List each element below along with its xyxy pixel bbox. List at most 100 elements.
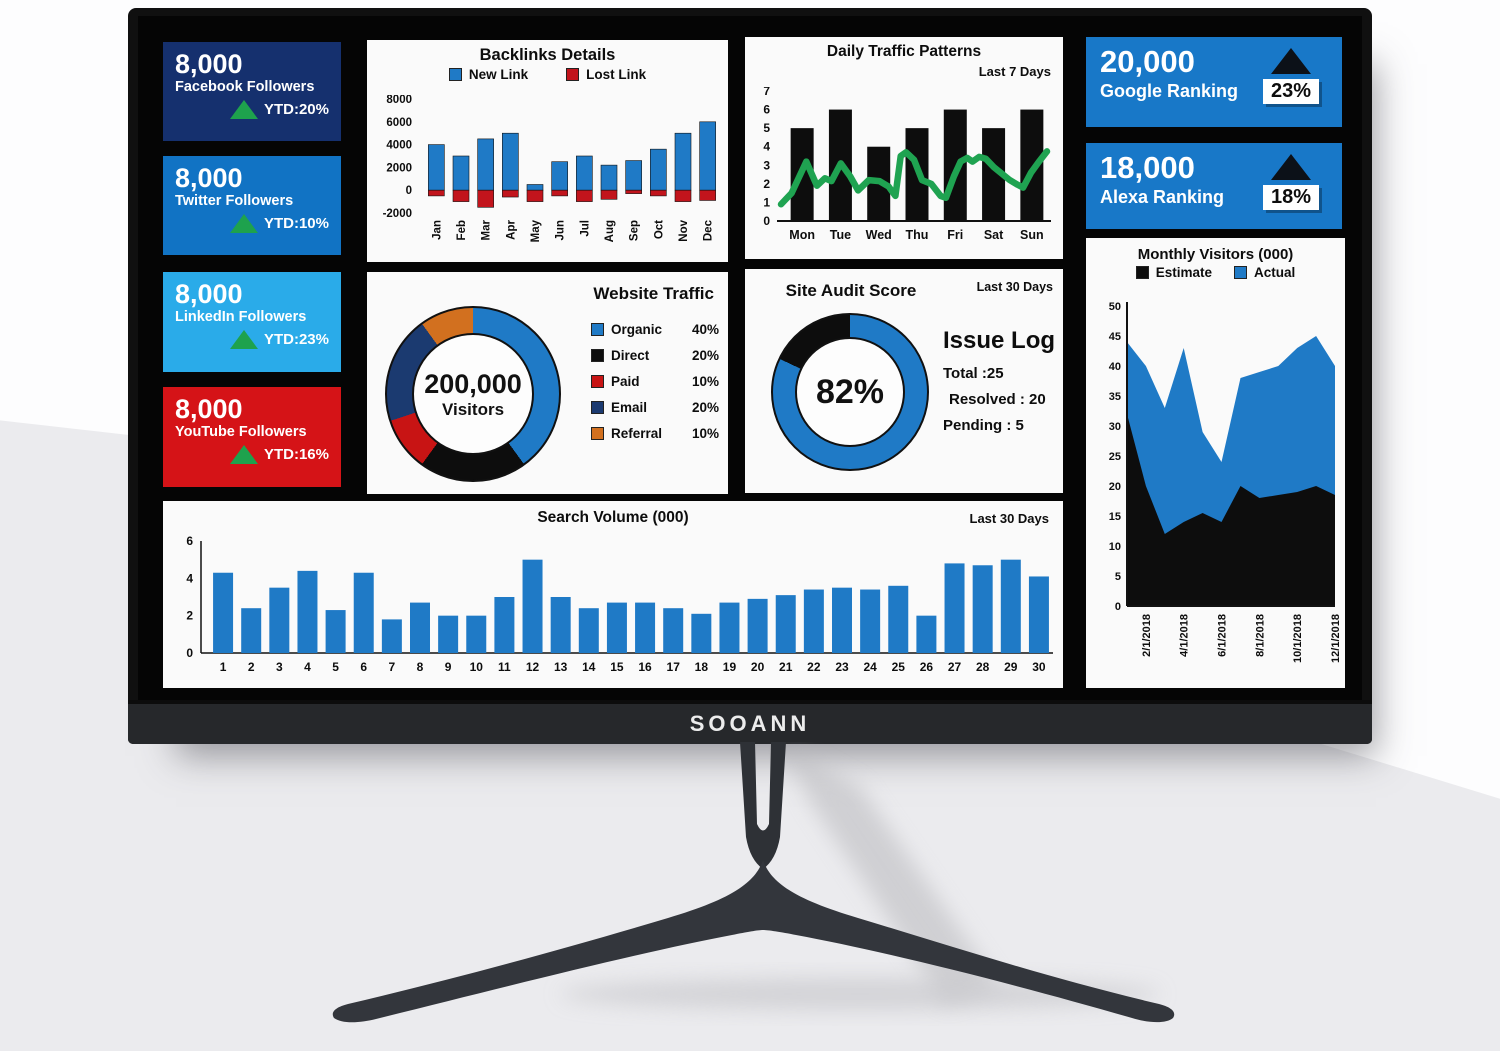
svg-text:10/1/2018: 10/1/2018 [1292,614,1304,663]
svg-text:5: 5 [763,121,770,135]
svg-text:2000: 2000 [386,162,412,174]
svg-text:29: 29 [1004,660,1018,674]
panel-subtitle: Last 30 Days [969,511,1050,526]
svg-text:6: 6 [763,103,770,117]
stand-shadow [786,747,1000,1004]
rank-percent: 18% [1262,185,1320,210]
rank-percent: 23% [1262,79,1320,104]
panel-website-traffic: Website Traffic 200,000 Visitors Organic… [367,272,728,494]
svg-text:5: 5 [332,660,339,674]
kpi-value: 8,000 [175,394,243,424]
svg-text:May: May [530,219,542,242]
svg-text:Mon: Mon [789,228,815,242]
site-audit-score: 82% [815,372,885,411]
svg-text:28: 28 [976,660,990,674]
kpi-card-twitter: 8,000 Twitter Followers YTD:10% [163,156,341,255]
svg-text:16: 16 [638,660,652,674]
kpi-card-youtube: 8,000 YouTube Followers YTD:16% [163,387,341,487]
svg-text:6: 6 [360,660,367,674]
panel-monthly-visitors: Monthly Visitors (000) Estimate Actual 0 5… [1086,238,1345,688]
svg-text:Feb: Feb [456,220,468,240]
svg-text:25: 25 [892,660,906,674]
svg-text:24: 24 [863,660,877,674]
site-audit-donut: 82% [771,313,929,471]
svg-text:7: 7 [389,660,396,674]
svg-text:6: 6 [186,534,193,548]
up-triangle-icon [1271,154,1311,180]
kpi-ytd: YTD:23% [263,331,329,349]
stand-neck [740,742,786,869]
panel-subtitle: Last 7 Days [978,64,1051,79]
svg-text:10: 10 [1109,541,1121,553]
svg-text:20: 20 [751,660,765,674]
svg-text:7: 7 [763,87,770,98]
monitor-bezel: SOOANN [128,700,1372,744]
rank-label: Google Ranking [1100,81,1239,102]
svg-text:23: 23 [835,660,849,674]
svg-text:45: 45 [1109,331,1121,343]
svg-text:12/1/2018: 12/1/2018 [1330,614,1341,663]
svg-text:0: 0 [1115,601,1121,613]
svg-text:30: 30 [1032,660,1046,674]
issue-pending: Pending : 5 [943,417,1024,434]
panel-subtitle: Last 30 Days [976,280,1053,294]
svg-text:20: 20 [1109,481,1121,493]
kpi-ytd: YTD:16% [263,446,329,464]
svg-text:Jun: Jun [555,220,567,240]
svg-text:Apr: Apr [505,219,517,239]
kpi-ytd: YTD:10% [263,215,329,233]
svg-text:4: 4 [186,571,193,585]
backlinks-legend: New Link Lost Link [367,67,728,82]
base-shadow [560,978,1160,1010]
kpi-value: 8,000 [175,279,243,309]
website-traffic-donut: 200,000 Visitors [385,306,561,482]
svg-text:35: 35 [1109,391,1121,403]
svg-text:0: 0 [186,646,193,660]
kpi-label: Facebook Followers [175,79,315,96]
panel-title: Daily Traffic Patterns [826,43,982,60]
svg-text:-2000: -2000 [383,208,412,220]
svg-text:Oct: Oct [653,220,665,239]
svg-text:30: 30 [1109,421,1121,433]
up-triangle-icon [1271,48,1311,74]
svg-text:40: 40 [1109,361,1121,373]
svg-text:8000: 8000 [386,95,412,106]
svg-text:50: 50 [1109,301,1121,313]
svg-text:2: 2 [186,609,193,623]
svg-text:4/1/2018: 4/1/2018 [1179,614,1191,657]
svg-text:6000: 6000 [386,117,412,129]
issue-total: Total :25 [943,365,1004,382]
monitor-screen: 8,000 Facebook Followers YTD:20% 8,000 T… [138,16,1362,700]
svg-text:19: 19 [723,660,737,674]
svg-text:10: 10 [470,660,484,674]
up-triangle-icon [229,445,258,465]
svg-text:8/1/2018: 8/1/2018 [1254,614,1266,657]
svg-text:14: 14 [582,660,596,674]
svg-text:Fri: Fri [947,228,963,242]
brand-logo: SOOANN [689,711,811,736]
svg-text:Dec: Dec [703,219,715,241]
svg-text:3: 3 [763,158,770,172]
svg-text:25: 25 [1109,451,1121,463]
kpi-card-facebook: 8,000 Facebook Followers YTD:20% [163,42,341,141]
kpi-label: YouTube Followers [175,424,307,441]
svg-text:18: 18 [695,660,709,674]
svg-text:0: 0 [406,185,412,197]
svg-text:15: 15 [610,660,624,674]
backlinks-bar-chart: 8000 6000 4000 2000 0 -2000 Jan Feb Mar Apr May Jun… [383,95,716,242]
svg-text:4: 4 [304,660,311,674]
svg-text:2: 2 [763,177,770,191]
svg-text:2: 2 [248,660,255,674]
issue-resolved: Resolved : 20 [949,391,1046,408]
rank-value: 18,000 [1100,150,1195,185]
svg-text:21: 21 [779,660,793,674]
panel-title: Site Audit Score [785,281,917,300]
up-triangle-icon [229,330,258,350]
svg-text:26: 26 [920,660,934,674]
svg-text:2/1/2018: 2/1/2018 [1141,614,1153,657]
svg-text:15: 15 [1109,511,1121,523]
svg-text:4: 4 [763,140,770,154]
daily-traffic-chart: 0 1 2 3 4 5 6 7 Mon Tue Wed Thu Fri Sat Sun [763,87,1051,242]
